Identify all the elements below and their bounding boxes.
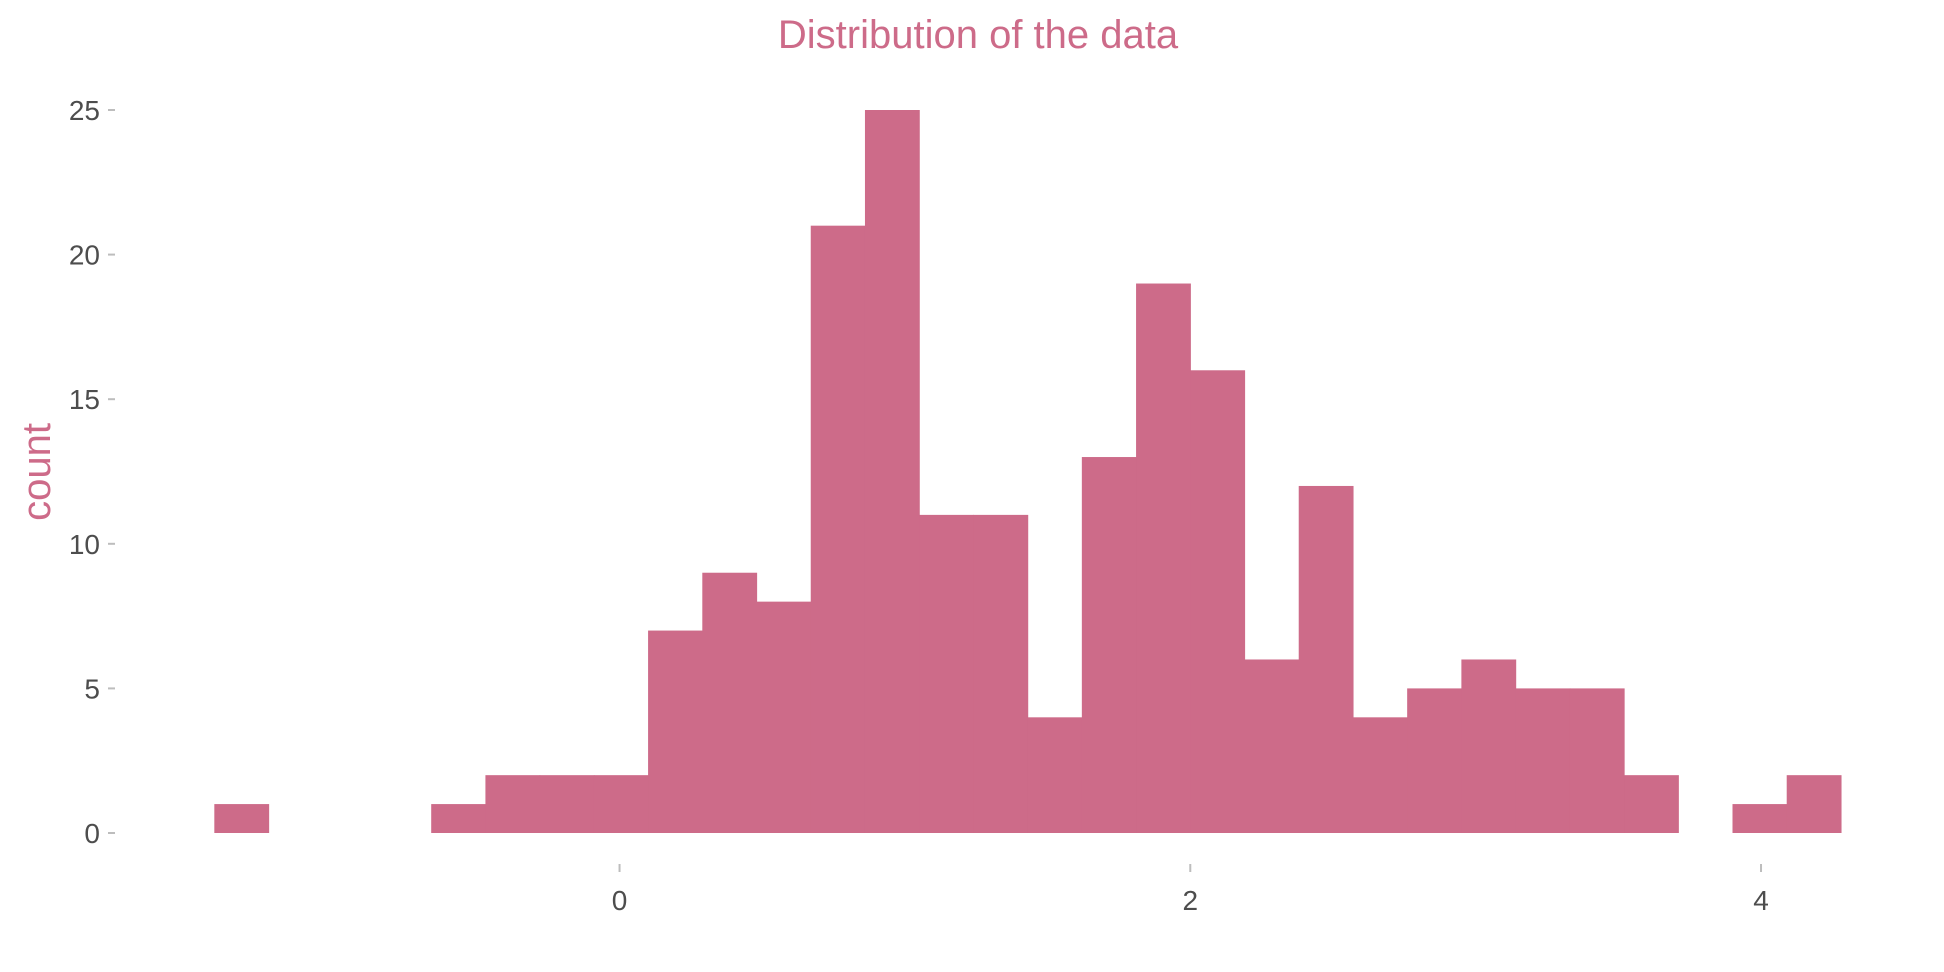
histogram-bar bbox=[1732, 804, 1788, 833]
y-tick-label: 10 bbox=[69, 529, 100, 560]
histogram-bar bbox=[1244, 659, 1300, 833]
y-tick-label: 15 bbox=[69, 384, 100, 415]
histogram-bar bbox=[1407, 688, 1462, 833]
y-tick-label: 5 bbox=[84, 673, 100, 704]
y-tick-label: 20 bbox=[69, 240, 100, 271]
histogram-bar bbox=[593, 775, 649, 833]
histogram-bar bbox=[1190, 370, 1246, 833]
histogram-bar bbox=[539, 775, 595, 833]
y-tick-label: 25 bbox=[69, 95, 100, 126]
bars-layer bbox=[214, 110, 1842, 833]
y-axis: 0 5 10 15 20 25 bbox=[69, 95, 115, 849]
x-axis: 0 2 4 bbox=[612, 864, 1769, 916]
x-tick-label: 2 bbox=[1182, 885, 1198, 916]
histogram-bar bbox=[431, 804, 487, 833]
histogram-bar bbox=[1569, 688, 1625, 833]
histogram-bar bbox=[810, 225, 866, 833]
x-tick-label: 0 bbox=[612, 885, 628, 916]
histogram-bar bbox=[1298, 485, 1354, 833]
histogram-bar bbox=[864, 110, 920, 833]
y-axis-title: count bbox=[15, 423, 59, 521]
histogram-bar bbox=[1624, 775, 1679, 833]
x-tick-label: 4 bbox=[1753, 885, 1769, 916]
histogram-bar bbox=[214, 804, 270, 833]
histogram-bar bbox=[1461, 659, 1517, 833]
histogram-bar bbox=[1136, 283, 1191, 833]
histogram-bar bbox=[485, 775, 541, 833]
y-tick-label: 0 bbox=[84, 818, 100, 849]
histogram-bar bbox=[1515, 688, 1571, 833]
histogram-bar bbox=[1786, 775, 1842, 833]
histogram-bar bbox=[648, 630, 703, 833]
histogram-bar bbox=[756, 601, 812, 833]
histogram-bar bbox=[702, 572, 758, 833]
histogram-bar bbox=[1352, 717, 1408, 833]
histogram-bar bbox=[1027, 717, 1083, 833]
histogram-bar bbox=[1081, 457, 1137, 833]
histogram-bar bbox=[973, 514, 1029, 833]
chart-title: Distribution of the data bbox=[778, 13, 1179, 57]
histogram-bar bbox=[919, 514, 974, 833]
